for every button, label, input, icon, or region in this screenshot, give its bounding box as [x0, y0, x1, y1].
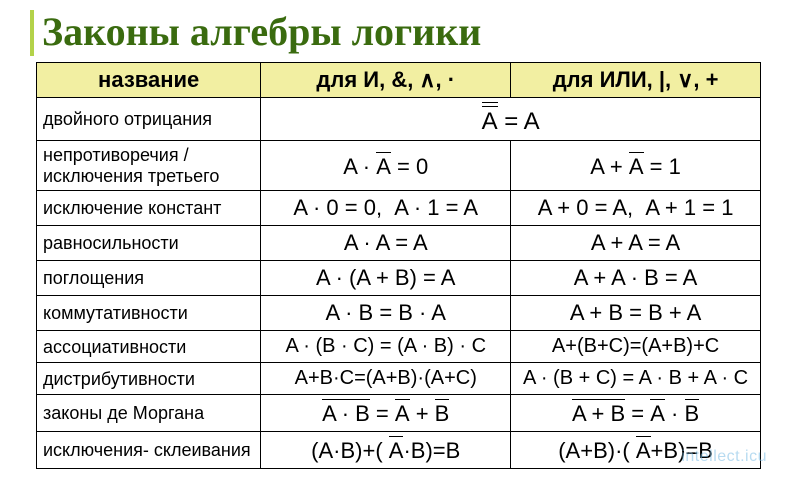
table-header-row: название для И, &, ∧, · для ИЛИ, |, ∨, +	[37, 63, 761, 98]
law-name: непротиворечия / исключения третьего	[37, 141, 261, 191]
law-formula-and: A · 0 = 0, A · 1 = A	[261, 191, 511, 226]
law-formula-or: A · (B + C) = A · B + A · C	[511, 363, 761, 395]
law-formula-and: (A·B)+( A·B)=B	[261, 432, 511, 469]
table-row: непротиворечия / исключения третьегоA · …	[37, 141, 761, 191]
table-row: исключения- склеивания(A·B)+( A·B)=B(A+B…	[37, 432, 761, 469]
col-and: для И, &, ∧, ·	[261, 63, 511, 98]
table-row: коммутативностиA · B = B · AA + B = B + …	[37, 296, 761, 331]
law-name: исключения- склеивания	[37, 432, 261, 469]
law-formula-or: A + 0 = A, A + 1 = 1	[511, 191, 761, 226]
col-or: для ИЛИ, |, ∨, +	[511, 63, 761, 98]
law-formula-and: A · B = B · A	[261, 296, 511, 331]
accent-bar	[30, 10, 34, 56]
table-row: законы де МорганаA · B = A + BA + B = A …	[37, 395, 761, 432]
law-formula-or: A + A = A	[511, 226, 761, 261]
table-row: двойного отрицанияA = A	[37, 98, 761, 141]
law-formula-or: A+(B+C)=(A+B)+C	[511, 331, 761, 363]
law-formula-and: A · (A + B) = A	[261, 261, 511, 296]
law-name: законы де Моргана	[37, 395, 261, 432]
table-row: поглощенияA · (A + B) = AA + A · B = A	[37, 261, 761, 296]
law-formula-or: A + B = B + A	[511, 296, 761, 331]
table-body: двойного отрицанияA = Aнепротиворечия / …	[37, 98, 761, 469]
laws-table: название для И, &, ∧, · для ИЛИ, |, ∨, +…	[36, 62, 761, 469]
table-row: исключение константA · 0 = 0, A · 1 = AA…	[37, 191, 761, 226]
law-name: исключение констант	[37, 191, 261, 226]
law-formula-full: A = A	[261, 98, 761, 141]
law-formula-and: A · B = A + B	[261, 395, 511, 432]
law-formula-and: A · A = A	[261, 226, 511, 261]
law-name: дистрибутивности	[37, 363, 261, 395]
table-row: дистрибутивностиA+B·C=(A+B)·(A+C)A · (B …	[37, 363, 761, 395]
col-name: название	[37, 63, 261, 98]
title-block: Законы алгебры логики	[36, 10, 761, 54]
page-title: Законы алгебры логики	[42, 10, 761, 54]
law-name: двойного отрицания	[37, 98, 261, 141]
law-formula-and: A · A = 0	[261, 141, 511, 191]
table-row: ассоциативностиA · (B · C) = (A · B) · C…	[37, 331, 761, 363]
law-formula-or: (A+B)·( A+B)=B	[511, 432, 761, 469]
law-formula-or: A + A · B = A	[511, 261, 761, 296]
law-name: поглощения	[37, 261, 261, 296]
page-root: Законы алгебры логики название для И, &,…	[0, 0, 791, 502]
law-formula-and: A · (B · C) = (A · B) · C	[261, 331, 511, 363]
law-name: коммутативности	[37, 296, 261, 331]
law-formula-or: A + B = A · B	[511, 395, 761, 432]
law-formula-or: A + A = 1	[511, 141, 761, 191]
law-formula-and: A+B·C=(A+B)·(A+C)	[261, 363, 511, 395]
law-name: равносильности	[37, 226, 261, 261]
law-name: ассоциативности	[37, 331, 261, 363]
table-row: равносильностиA · A = AA + A = A	[37, 226, 761, 261]
